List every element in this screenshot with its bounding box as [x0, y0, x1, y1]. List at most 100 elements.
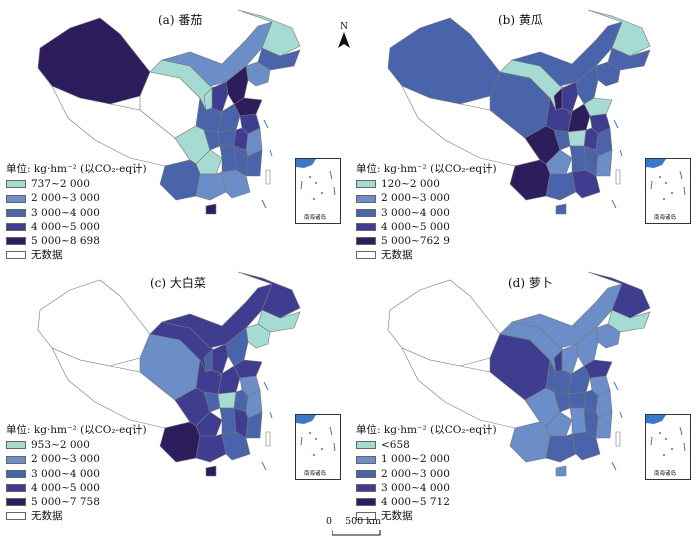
legend-swatch: [356, 483, 376, 492]
china-map: [37, 9, 301, 215]
province-hainan: [205, 203, 217, 215]
legend-swatch: [356, 208, 376, 217]
province-heilongjiang: [587, 9, 651, 57]
legend-label: 2 000~3 000: [31, 453, 100, 466]
legend-label: 3 000~4 000: [31, 206, 100, 219]
legend-swatch: [6, 194, 26, 203]
legend-swatch: [356, 512, 376, 521]
legend-swatch: [356, 441, 376, 450]
legend-swatch: [356, 455, 376, 464]
province-guangxi: [545, 433, 577, 463]
scale-bar: 0 500 km: [326, 516, 381, 536]
panel-title: (b) 黄瓜: [498, 13, 543, 27]
map-panel-d: (d) 萝卜 单位: kg·hm⁻² (以CO₂-eq计) <658 1 000…: [350, 262, 691, 522]
legend-label: 5 000~8 698: [31, 235, 100, 248]
province-hubei: [217, 391, 237, 409]
province-shanxi: [211, 343, 229, 375]
province-guangdong: [571, 431, 601, 461]
legend-swatch: [6, 483, 26, 492]
province-heilongjiang: [237, 271, 301, 319]
panel-title: (c) 大白菜: [150, 276, 206, 290]
province-taiwan: [265, 431, 271, 447]
legend: 单位: kg·hm⁻² (以CO₂-eq计) 953~2 000 2 000~3…: [6, 423, 147, 523]
scale-distance: 500 km: [345, 516, 381, 527]
legend: 单位: kg·hm⁻² (以CO₂-eq计) 120~2 000 2 000~3…: [356, 162, 497, 262]
legend-swatch: [356, 498, 376, 507]
north-arrow-icon: [338, 32, 350, 48]
province-fujian: [245, 411, 263, 439]
map-panel-c: (c) 大白菜 单位: kg·hm⁻² (以CO₂-eq计) 953~2 000…: [0, 262, 341, 522]
scale-zero: 0: [326, 516, 333, 527]
legend-swatch: [6, 237, 26, 246]
legend-label: 3 000~4 000: [381, 481, 450, 494]
legend-label: 4 000~5 000: [381, 220, 450, 233]
legend-swatch: [6, 222, 26, 231]
china-map: [37, 271, 301, 477]
china-map: [387, 9, 651, 215]
province-hunan: [219, 145, 237, 173]
inset-label: 南海诸岛: [304, 215, 327, 221]
south-china-sea-inset: 南海诸岛: [295, 158, 341, 224]
province-shanxi: [561, 81, 579, 113]
legend-swatch: [356, 469, 376, 478]
legend-label: 无数据: [31, 510, 63, 523]
legend-swatch: [6, 208, 26, 217]
legend-swatch: [6, 469, 26, 478]
coastline-detail: [611, 119, 623, 209]
legend: 单位: kg·hm⁻² (以CO₂-eq计) 737~2 000 2 000~3…: [6, 162, 147, 262]
inset-label: 南海诸岛: [654, 215, 677, 221]
province-taiwan: [265, 169, 271, 185]
legend-label: 2 000~3 000: [381, 192, 450, 205]
legend-swatch: [6, 251, 26, 260]
legend-label: 2 000~3 000: [31, 192, 100, 205]
inset-label: 南海诸岛: [654, 471, 677, 477]
legend-swatch: [6, 512, 26, 521]
legend-swatch: [6, 498, 26, 507]
panel-title: (a) 番茄: [158, 13, 203, 27]
legend-unit: 单位: kg·hm⁻² (以CO₂-eq计): [356, 163, 497, 175]
province-fujian: [595, 149, 613, 177]
legend-unit: 单位: kg·hm⁻² (以CO₂-eq计): [6, 163, 147, 175]
province-hubei: [567, 129, 587, 147]
legend-label: 无数据: [31, 249, 63, 262]
panel-title: (d) 萝卜: [508, 276, 553, 290]
province-guangdong: [221, 431, 251, 461]
legend-label: 1 000~2 000: [381, 453, 450, 466]
province-yunnan: [509, 159, 551, 201]
province-hubei: [567, 391, 587, 409]
south-china-sea-inset: 南海诸岛: [645, 414, 691, 480]
province-hainan: [555, 203, 567, 215]
province-hunan: [219, 407, 237, 435]
province-yunnan: [509, 421, 551, 463]
legend-unit: 单位: kg·hm⁻² (以CO₂-eq计): [356, 424, 497, 436]
province-guangxi: [195, 171, 227, 201]
province-shanxi: [561, 343, 579, 375]
inset-label: 南海诸岛: [304, 471, 327, 477]
scale-bar-line: [332, 530, 381, 536]
legend-swatch: [356, 237, 376, 246]
north-arrow: N: [336, 22, 352, 51]
coastline-detail: [261, 381, 273, 471]
legend-label: 3 000~4 000: [381, 206, 450, 219]
province-guangdong: [571, 169, 601, 199]
legend-label: <658: [381, 439, 410, 452]
province-fujian: [595, 411, 613, 439]
legend-swatch: [6, 441, 26, 450]
south-china-sea-inset: 南海诸岛: [295, 414, 341, 480]
legend-label: 2 000~3 000: [381, 467, 450, 480]
legend-swatch: [356, 180, 376, 189]
province-guangxi: [545, 171, 577, 201]
legend-swatch: [6, 180, 26, 189]
province-taiwan: [615, 169, 621, 185]
province-hainan: [555, 465, 567, 477]
legend-label: 5 000~762 9: [381, 235, 450, 248]
south-china-sea-inset: 南海诸岛: [645, 158, 691, 224]
coastline-detail: [261, 119, 273, 209]
legend-swatch: [356, 251, 376, 260]
province-hubei: [217, 129, 237, 147]
province-guangxi: [195, 433, 227, 463]
coastline-detail: [611, 381, 623, 471]
inset-map: [296, 415, 336, 456]
province-heilongjiang: [237, 9, 301, 57]
province-taiwan: [615, 431, 621, 447]
